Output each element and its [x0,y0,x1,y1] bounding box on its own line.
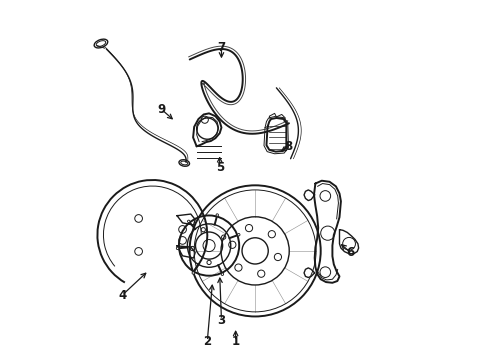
Circle shape [216,214,218,216]
Circle shape [237,234,240,236]
Text: 6: 6 [346,246,354,259]
Text: 9: 9 [157,103,165,116]
Text: 3: 3 [217,314,225,327]
Text: 2: 2 [203,335,211,348]
Circle shape [192,272,194,274]
Text: 7: 7 [217,41,225,54]
Circle shape [176,247,179,249]
Circle shape [187,220,189,222]
Text: 1: 1 [231,335,239,348]
Circle shape [221,273,223,275]
Text: 4: 4 [118,289,126,302]
Text: 8: 8 [284,140,292,153]
Text: 5: 5 [215,161,224,174]
